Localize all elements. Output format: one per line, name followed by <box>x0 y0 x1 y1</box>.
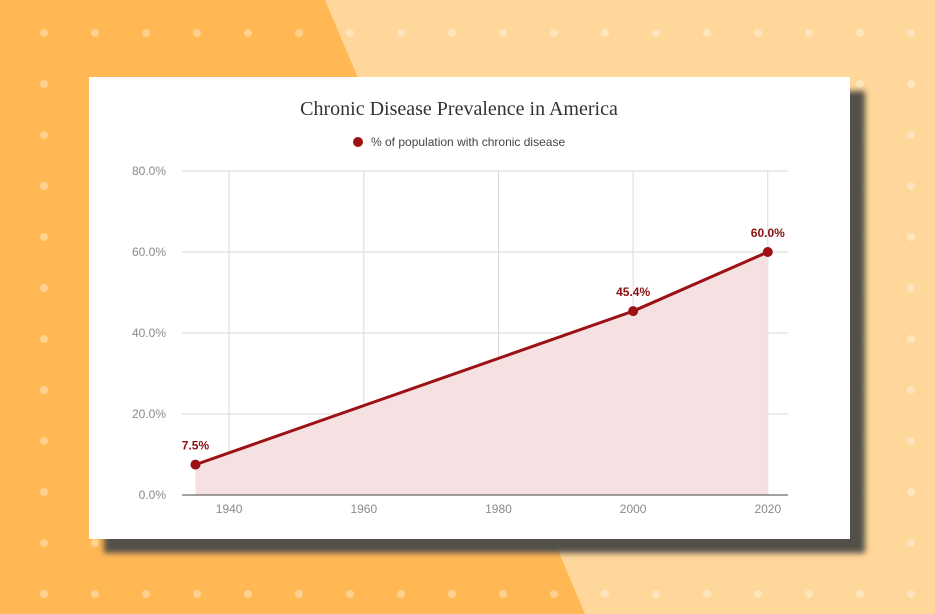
background-dot <box>805 590 813 598</box>
background-dot <box>907 233 915 241</box>
background-dot <box>40 131 48 139</box>
background-dot <box>907 284 915 292</box>
background-dot <box>295 29 303 37</box>
background-dot <box>40 386 48 394</box>
background-dot <box>397 29 405 37</box>
data-points <box>190 247 773 470</box>
y-tick-label: 60.0% <box>132 245 166 259</box>
legend-marker <box>353 137 363 147</box>
background-dot <box>550 590 558 598</box>
background-dot <box>907 539 915 547</box>
x-tick-label: 2000 <box>620 502 647 516</box>
background-dot <box>907 29 915 37</box>
background-dot <box>856 29 864 37</box>
background-dot <box>40 590 48 598</box>
x-tick-label: 1960 <box>350 502 377 516</box>
background-dot <box>40 539 48 547</box>
background-dot <box>754 29 762 37</box>
background-dot <box>448 590 456 598</box>
background-dot <box>652 590 660 598</box>
x-tick-label: 2020 <box>754 502 781 516</box>
background-dot <box>907 335 915 343</box>
background-dot <box>295 590 303 598</box>
background-dot <box>40 437 48 445</box>
background-dot <box>805 29 813 37</box>
data-label: 45.4% <box>616 285 650 299</box>
background-dot <box>91 29 99 37</box>
background-dot <box>244 590 252 598</box>
background-dot <box>499 29 507 37</box>
background-dot <box>907 488 915 496</box>
background-dot <box>907 437 915 445</box>
background-dot <box>856 590 864 598</box>
background-dot <box>499 590 507 598</box>
y-tick-label: 40.0% <box>132 326 166 340</box>
background-dot <box>601 590 609 598</box>
background-dot <box>40 29 48 37</box>
chart-card: Chronic Disease Prevalence in America % … <box>89 77 850 539</box>
data-point[interactable] <box>628 306 639 317</box>
background-dot <box>652 29 660 37</box>
background-dot <box>601 29 609 37</box>
background-dot <box>40 182 48 190</box>
x-tick-label: 1980 <box>485 502 512 516</box>
background-dot <box>91 590 99 598</box>
y-tick-label: 0.0% <box>139 488 167 502</box>
background-dot <box>142 590 150 598</box>
background-dot <box>40 233 48 241</box>
background-dot <box>448 29 456 37</box>
background-dot <box>907 80 915 88</box>
y-tick-label: 80.0% <box>132 164 166 178</box>
data-label: 7.5% <box>182 439 210 453</box>
data-point[interactable] <box>762 247 773 257</box>
background-dot <box>703 29 711 37</box>
background-dot <box>193 590 201 598</box>
legend[interactable]: % of population with chronic disease <box>353 135 565 149</box>
x-axis-ticks: 1940 1960 1980 2000 2020 <box>216 502 782 516</box>
background-dot <box>40 335 48 343</box>
y-tick-label: 20.0% <box>132 407 166 421</box>
y-axis-ticks: 0.0% 20.0% 40.0% 60.0% 80.0% <box>132 164 166 502</box>
line-chart: Chronic Disease Prevalence in America % … <box>132 98 788 516</box>
background-dot <box>703 590 711 598</box>
background-dot <box>244 29 252 37</box>
background-dot <box>907 131 915 139</box>
data-point[interactable] <box>190 459 201 470</box>
background-dot <box>907 386 915 394</box>
background-dot <box>346 590 354 598</box>
background-dot <box>907 182 915 190</box>
series-area <box>195 252 768 495</box>
background-dot <box>40 284 48 292</box>
background-dot <box>550 29 558 37</box>
background-dot <box>40 80 48 88</box>
background-dot <box>856 80 864 88</box>
background-dot <box>40 488 48 496</box>
background-dot <box>397 590 405 598</box>
background-dot <box>907 590 915 598</box>
background-dot <box>193 29 201 37</box>
chart-title: Chronic Disease Prevalence in America <box>300 98 618 120</box>
background-dot <box>91 539 99 547</box>
background-dot <box>142 29 150 37</box>
x-tick-label: 1940 <box>216 502 243 516</box>
background-dot <box>754 590 762 598</box>
background-dot <box>346 29 354 37</box>
data-labels: 7.5% 45.4% 60.0% <box>182 226 785 453</box>
legend-label: % of population with chronic disease <box>371 135 565 149</box>
data-label: 60.0% <box>751 226 785 240</box>
